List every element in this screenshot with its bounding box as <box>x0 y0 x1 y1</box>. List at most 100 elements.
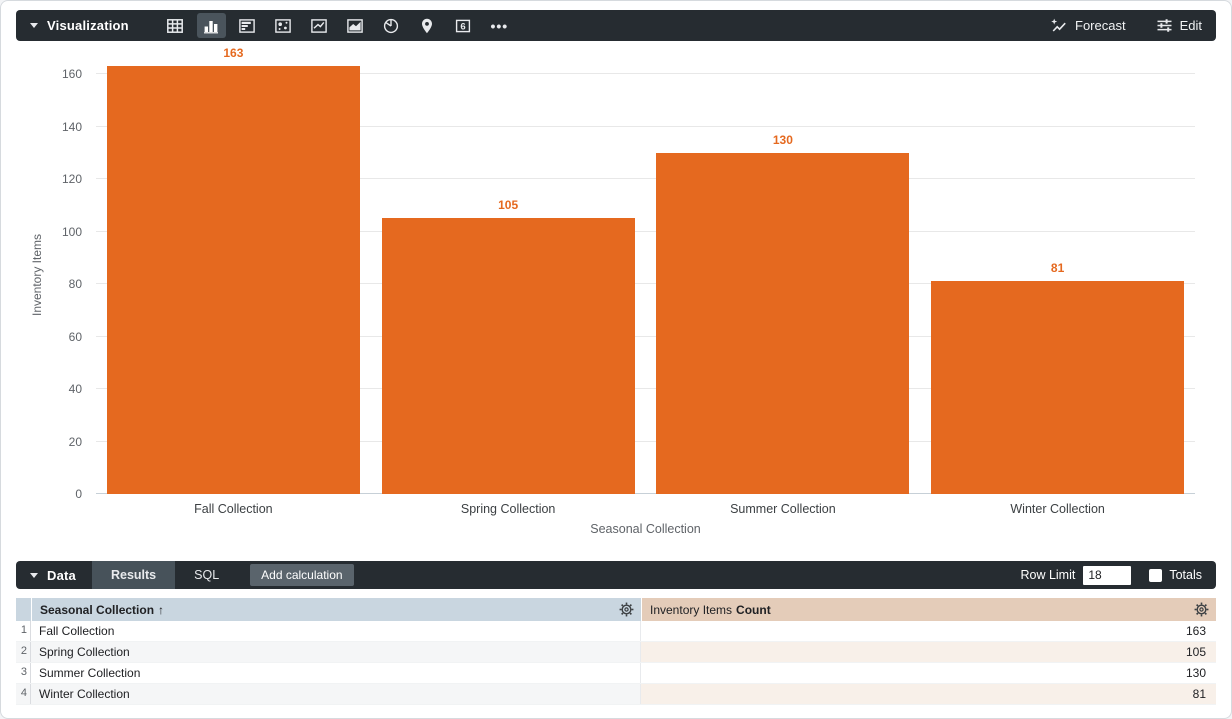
bar-summer-collection[interactable]: 130 <box>656 133 910 494</box>
forecast-icon <box>1051 18 1066 32</box>
tab-results[interactable]: Results <box>91 561 176 589</box>
scatter-chart-icon[interactable] <box>269 13 298 38</box>
data-toolbar: Data Results SQL Add calculation Row Lim… <box>16 561 1216 589</box>
gridline <box>96 493 1195 494</box>
totals-checkbox[interactable] <box>1149 568 1163 582</box>
gear-icon[interactable] <box>1194 602 1209 617</box>
gridline <box>96 283 1195 284</box>
y-axis-tick-label: 100 <box>61 224 82 239</box>
totals-label: Totals <box>1169 568 1202 582</box>
measure-cell[interactable]: 163 <box>1185 624 1206 638</box>
row-number-cell: 2 <box>16 642 31 662</box>
bar-value-label: 163 <box>223 46 244 61</box>
measure-cell[interactable]: 130 <box>1185 666 1206 680</box>
bars-layer: 163 105 130 81 <box>96 46 1195 494</box>
bar-value-label: 105 <box>498 198 519 213</box>
row-limit-label: Row Limit <box>1020 568 1076 582</box>
dimension-column-header[interactable]: Seasonal Collection ↑ <box>32 598 641 621</box>
pie-chart-icon[interactable] <box>377 13 406 38</box>
bar-value-label: 130 <box>772 132 793 147</box>
x-axis-title: Seasonal Collection <box>590 522 701 536</box>
x-axis-category-label: Winter Collection <box>1010 502 1105 516</box>
table-row: 4 Winter Collection 81 <box>16 684 1216 705</box>
gridline <box>96 440 1195 442</box>
chart-area: Inventory Items 0 20 40 60 80 100 120 140 160 163… <box>1 41 1231 556</box>
data-section-toggle[interactable]: Data <box>16 568 92 583</box>
row-number-column-header <box>16 598 31 621</box>
row-number-cell: 4 <box>16 684 31 704</box>
bar-group: 81 <box>920 56 1195 494</box>
x-axis-category-label: Spring Collection <box>460 502 556 516</box>
y-axis-tick-label: 40 <box>68 382 82 396</box>
dimension-cell[interactable]: Spring Collection <box>31 642 641 662</box>
results-table: Seasonal Collection ↑ <box>16 598 1216 705</box>
area-chart-icon[interactable] <box>341 13 370 38</box>
y-axis-tick-label: 160 <box>61 67 82 81</box>
viz-type-strip: 6 ••• <box>161 13 514 38</box>
gridline <box>96 335 1195 337</box>
measure-column-header[interactable]: Inventory Items Count <box>642 598 1216 621</box>
edit-label: Edit <box>1179 18 1202 33</box>
forecast-button[interactable]: Forecast <box>1049 17 1126 34</box>
gear-icon[interactable] <box>619 602 634 617</box>
map-pin-icon[interactable] <box>413 13 442 38</box>
table-icon[interactable] <box>161 13 190 38</box>
y-axis-tick-label: 20 <box>68 434 82 449</box>
tab-sql[interactable]: SQL <box>194 568 220 582</box>
table-header-row: Seasonal Collection ↑ <box>16 598 1216 621</box>
gridline <box>96 230 1195 232</box>
line-chart-icon[interactable] <box>305 13 334 38</box>
add-calculation-button[interactable]: Add calculation <box>250 564 354 586</box>
gridline <box>96 178 1195 179</box>
gridline <box>96 388 1195 389</box>
measure-cell[interactable]: 105 <box>641 642 1216 662</box>
column-chart-icon[interactable] <box>196 13 226 38</box>
bar-group: 130 <box>646 56 921 494</box>
table-row: 3 Summer Collection 130 <box>16 663 1216 684</box>
forecast-label: Forecast <box>1075 18 1126 33</box>
row-limit-input[interactable] <box>1083 565 1132 585</box>
measure-header-label: Inventory Items <box>650 602 733 617</box>
bar-chart-icon[interactable] <box>233 13 262 38</box>
collapse-caret-icon <box>30 572 38 578</box>
bar-value-label: 81 <box>1050 261 1065 276</box>
bar-winter-collection[interactable]: 81 <box>931 261 1184 494</box>
measure-cell[interactable]: 81 <box>641 684 1216 704</box>
y-axis-tick-label: 120 <box>61 172 82 186</box>
bar-spring-collection[interactable]: 105 <box>381 198 635 494</box>
data-section-label: Data <box>47 567 76 583</box>
row-number-cell: 1 <box>16 621 31 641</box>
bar-fall-collection[interactable]: 163 <box>106 46 360 494</box>
dimension-cell[interactable]: Winter Collection <box>31 684 641 704</box>
dimension-cell[interactable]: Summer Collection <box>31 663 641 683</box>
y-axis-tick-label: 80 <box>68 277 82 291</box>
dimension-header-label: Seasonal Collection <box>40 602 155 617</box>
y-axis-tick-label: 140 <box>61 119 82 134</box>
bar-group: 105 <box>371 56 646 494</box>
plot-area: 0 20 40 60 80 100 120 140 160 163 105 130 81 <box>62 46 1195 501</box>
sort-ascending-icon: ↑ <box>158 602 165 617</box>
gridline <box>96 125 1195 127</box>
collapse-caret-icon[interactable] <box>30 23 38 28</box>
more-icon[interactable]: ••• <box>490 17 509 34</box>
x-axis-category-labels: Fall Collection Spring Collection Summer C… <box>96 502 1195 516</box>
table-body: 1 Fall Collection 163 2 Spring Collection 105… <box>16 621 1216 705</box>
bar-group: 163 <box>96 46 371 494</box>
totals-toggle[interactable]: Totals <box>1149 568 1202 582</box>
row-number-cell: 3 <box>16 663 31 683</box>
single-value-icon[interactable]: 6 <box>449 13 478 38</box>
table-row: 1 Fall Collection 163 <box>16 621 1216 642</box>
dimension-cell[interactable]: Fall Collection <box>31 621 641 641</box>
visualization-toolbar: Visualization <box>16 10 1216 41</box>
y-axis-tick-label: 0 <box>75 487 82 501</box>
edit-button[interactable]: Edit <box>1156 17 1202 34</box>
visualization-section-label[interactable]: Visualization <box>47 18 129 33</box>
x-axis-category-label: Fall Collection <box>194 502 273 516</box>
x-axis-category-label: Summer Collection <box>730 502 836 516</box>
measure-agg-label: Count <box>736 602 771 617</box>
edit-settings-icon <box>1157 19 1172 32</box>
gridline <box>96 73 1195 74</box>
y-axis-tick-label: 60 <box>68 329 82 344</box>
svg-text:6: 6 <box>461 21 466 32</box>
